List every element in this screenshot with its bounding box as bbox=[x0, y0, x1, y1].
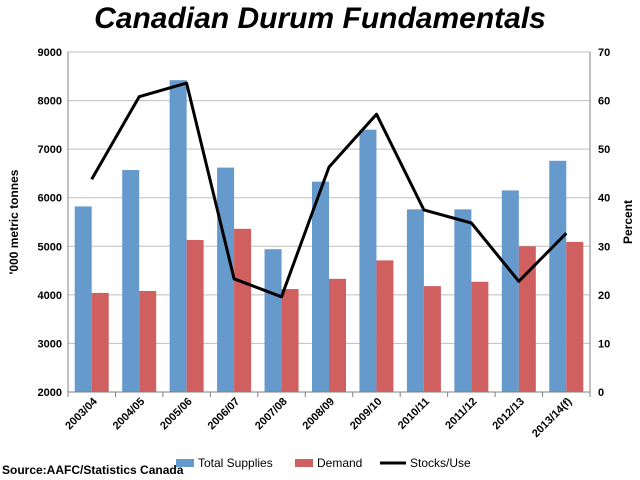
y-tick-label: 8000 bbox=[38, 96, 62, 108]
y-tick-label: 3000 bbox=[38, 338, 62, 350]
bar-total-supplies bbox=[122, 170, 140, 392]
bar-total-supplies bbox=[549, 160, 567, 392]
legend-label-stocks-use: Stocks/Use bbox=[410, 456, 471, 470]
bar-total-supplies bbox=[501, 190, 519, 392]
x-tick-label: 2010/11 bbox=[396, 396, 432, 432]
right-tick-labels: 0 10 20 30 40 50 60 70 bbox=[598, 47, 610, 399]
axes bbox=[67, 52, 591, 397]
y-right-tick-label: 0 bbox=[598, 387, 604, 399]
x-tick-label: 2006/07 bbox=[206, 396, 243, 433]
y-right-tick-label: 50 bbox=[598, 144, 610, 156]
x-tick-label: 2007/08 bbox=[253, 396, 290, 433]
bar-demand bbox=[566, 241, 584, 392]
y-right-tick-label: 20 bbox=[598, 290, 610, 302]
stocks-use-line bbox=[90, 81, 568, 299]
bar-total-supplies bbox=[169, 80, 187, 393]
y-right-tick-label: 40 bbox=[598, 193, 610, 205]
bar-demand bbox=[186, 239, 204, 392]
legend-label-total-supplies: Total Supplies bbox=[198, 456, 273, 470]
bar-demand bbox=[471, 281, 489, 392]
chart-title: Canadian Durum Fundamentals bbox=[94, 2, 546, 35]
source-note: Source:AAFC/Statistics Canada bbox=[2, 463, 184, 477]
x-tick-label: 2004/05 bbox=[111, 396, 148, 433]
x-tick-label: 2008/09 bbox=[301, 396, 338, 433]
y-right-tick-label: 30 bbox=[598, 241, 610, 253]
x-tick-label: 2013/14(f) bbox=[530, 395, 575, 440]
bar-total-supplies bbox=[74, 206, 92, 392]
bar-demand bbox=[91, 292, 109, 392]
legend-swatch-total-supplies bbox=[176, 459, 194, 467]
bar-demand bbox=[139, 290, 157, 392]
y-axis-title-right: Percent bbox=[621, 200, 635, 244]
legend: Total Supplies Demand Stocks/Use bbox=[176, 456, 471, 470]
bar-total-supplies bbox=[454, 209, 472, 392]
x-tick-labels: 2003/04 2004/05 2005/06 2006/07 2007/08 2008/… bbox=[63, 395, 574, 440]
y-tick-label: 6000 bbox=[38, 193, 62, 205]
bars bbox=[74, 80, 584, 393]
left-tick-labels: 2000 3000 4000 5000 6000 7000 8000 9000 bbox=[38, 47, 62, 399]
y-tick-label: 9000 bbox=[38, 47, 62, 59]
bar-demand bbox=[518, 246, 536, 392]
x-tick-label: 2011/12 bbox=[443, 396, 479, 432]
bar-demand bbox=[234, 228, 252, 392]
legend-label-demand: Demand bbox=[317, 456, 362, 470]
bar-demand bbox=[423, 286, 441, 392]
bar-demand bbox=[376, 260, 394, 392]
bar-demand bbox=[329, 278, 346, 392]
y-tick-label: 5000 bbox=[38, 241, 62, 253]
y-tick-label: 2000 bbox=[38, 387, 62, 399]
y-right-tick-label: 60 bbox=[598, 96, 610, 108]
bar-demand bbox=[281, 289, 299, 392]
y-right-tick-label: 10 bbox=[598, 338, 610, 350]
x-tick-label: 2005/06 bbox=[158, 396, 195, 433]
x-tick-label: 2003/04 bbox=[63, 395, 100, 432]
y-axis-title: '000 metric tonnes bbox=[7, 169, 21, 274]
y-right-tick-label: 70 bbox=[598, 47, 610, 59]
bar-total-supplies bbox=[312, 181, 329, 392]
y-tick-label: 4000 bbox=[38, 290, 62, 302]
bar-total-supplies bbox=[359, 129, 377, 392]
x-tick-label: 2012/13 bbox=[490, 396, 527, 433]
legend-swatch-demand bbox=[295, 459, 313, 467]
bar-total-supplies bbox=[217, 167, 235, 392]
y-tick-label: 7000 bbox=[38, 144, 62, 156]
bar-total-supplies bbox=[406, 209, 424, 392]
x-tick-label: 2009/10 bbox=[348, 396, 385, 433]
bar-total-supplies bbox=[264, 249, 282, 392]
